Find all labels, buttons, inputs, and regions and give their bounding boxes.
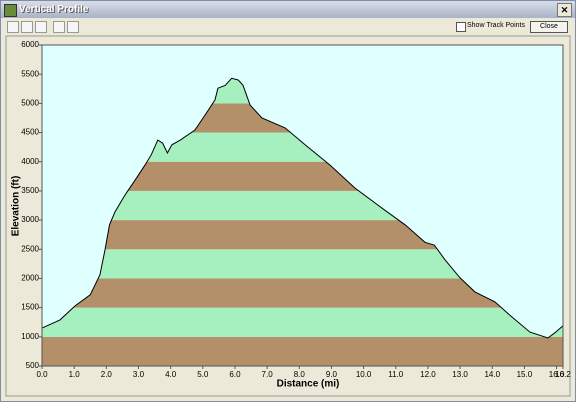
y-tick-label: 4000 bbox=[21, 157, 39, 166]
y-tick-label: 5500 bbox=[21, 69, 39, 78]
elevation-band bbox=[42, 336, 563, 366]
x-tick-label: 14.0 bbox=[484, 370, 500, 379]
x-tick-label: 3.0 bbox=[133, 370, 145, 379]
y-tick-label: 1000 bbox=[21, 332, 39, 341]
y-tick-label: 4500 bbox=[21, 128, 39, 137]
y-tick-label: 3500 bbox=[21, 186, 39, 195]
tool-zoom-in[interactable] bbox=[53, 21, 65, 33]
plot-border bbox=[41, 44, 564, 367]
y-tick-label: 3000 bbox=[21, 215, 39, 224]
close-button[interactable]: Close bbox=[530, 21, 568, 33]
y-tick-label: 2500 bbox=[21, 244, 39, 253]
x-tick-label: 12.0 bbox=[420, 370, 436, 379]
x-tick-label: 8.0 bbox=[294, 370, 306, 379]
profile-line bbox=[41, 77, 564, 339]
window-title: Vertical Profile bbox=[19, 4, 89, 15]
x-tick-label: 2.0 bbox=[101, 370, 113, 379]
y-tick-label: 6000 bbox=[21, 40, 39, 49]
x-tick-label: 13.0 bbox=[452, 370, 468, 379]
x-tick-label: 0.0 bbox=[36, 370, 48, 379]
x-axis-label: Distance (mi) bbox=[277, 379, 340, 390]
x-tick-label: 7.0 bbox=[262, 370, 274, 379]
tool-zoom-out[interactable] bbox=[67, 21, 79, 33]
x-tick-label: 6.0 bbox=[229, 370, 241, 379]
y-tick-label: 1500 bbox=[21, 303, 39, 312]
tool-pan[interactable] bbox=[7, 21, 19, 33]
x-tick-label: 4.0 bbox=[165, 370, 177, 379]
x-tick-label: 10.0 bbox=[356, 370, 372, 379]
toolbar: Show Track Points Close bbox=[1, 18, 575, 34]
x-tick-label: 11.0 bbox=[388, 370, 404, 379]
x-tick-label: 16.0 bbox=[549, 370, 565, 379]
x-tick-label: 1.0 bbox=[69, 370, 81, 379]
y-tick-label: 2000 bbox=[21, 274, 39, 283]
title-bar: Vertical Profile ✕ bbox=[1, 1, 575, 18]
app-icon bbox=[4, 4, 17, 17]
y-axis-label: Elevation (ft) bbox=[11, 176, 22, 237]
window-close[interactable]: ✕ bbox=[557, 3, 572, 17]
y-tick-label: 500 bbox=[26, 361, 40, 370]
x-tick-label: 5.0 bbox=[197, 370, 209, 379]
x-tick-label: 9.0 bbox=[326, 370, 338, 379]
x-tick-label: 16.2 bbox=[555, 370, 571, 379]
y-tick-label: 5000 bbox=[21, 98, 39, 107]
tool-zoom-box[interactable] bbox=[35, 21, 47, 33]
tool-move[interactable] bbox=[21, 21, 33, 33]
checkbox-label[interactable]: Show Track Points bbox=[467, 22, 525, 29]
checkbox[interactable] bbox=[456, 22, 466, 32]
x-tick-label: 15.0 bbox=[517, 370, 533, 379]
elevation-band bbox=[42, 307, 563, 337]
